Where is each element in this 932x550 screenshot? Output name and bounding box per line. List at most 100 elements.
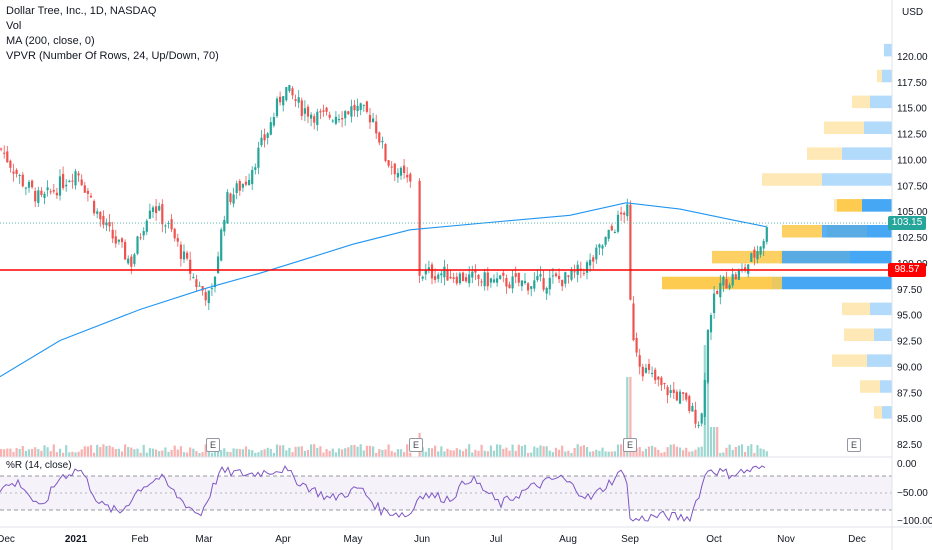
price-tick-label: 85.00 <box>897 414 922 425</box>
vpvr-value-area-down <box>712 250 782 264</box>
volume-bar <box>319 446 322 457</box>
candle-body <box>142 231 145 236</box>
earnings-marker[interactable]: E <box>206 438 220 452</box>
candle-body <box>598 244 601 248</box>
candle-body <box>657 376 660 380</box>
ref-price-tag: 98.57 <box>888 263 926 277</box>
volume-bar <box>567 450 570 457</box>
candle-body <box>344 111 347 119</box>
volume-bar <box>145 452 148 457</box>
candle-body <box>161 204 164 225</box>
volume-bar <box>77 451 80 457</box>
candle-body <box>213 276 217 288</box>
wr-axis: 0.00 −50.00 −100.00 <box>897 459 932 527</box>
candle-body <box>514 273 517 277</box>
time-tick-label: Jun <box>414 534 430 545</box>
candle-body <box>660 377 663 385</box>
volume-bar <box>399 449 403 457</box>
volume-bar <box>34 447 37 457</box>
volume-bar <box>337 448 341 457</box>
candle-body <box>474 270 477 273</box>
candle-body <box>607 229 610 239</box>
candle-body <box>105 222 108 226</box>
candle-body <box>716 290 719 294</box>
candle-body <box>685 393 688 400</box>
volume-bar <box>130 447 133 457</box>
volume-bar <box>55 452 58 457</box>
volume-bar <box>251 450 254 457</box>
volume-bar <box>192 448 195 457</box>
time-axis: Dec 2021 Feb Mar Apr May Jun Jul Aug Sep Oct Nov Dec <box>0 534 866 545</box>
vpvr-down-bar <box>844 328 874 341</box>
volume-bar <box>294 446 297 457</box>
candle-body <box>486 272 489 287</box>
candle-body <box>595 247 598 260</box>
candle-body <box>201 286 204 291</box>
indicator-label[interactable]: %R (14, close) <box>6 460 72 471</box>
earnings-marker[interactable]: E <box>623 438 637 452</box>
volume-bar <box>291 452 294 457</box>
volume-bar <box>368 445 372 457</box>
vpvr-down-bar <box>832 354 867 367</box>
volume-bar <box>158 451 161 457</box>
volume-bar <box>458 449 461 457</box>
volume-bar <box>378 449 381 457</box>
candle-body <box>551 275 554 277</box>
time-tick-label: Nov <box>777 534 795 545</box>
vpvr-value-area-down <box>662 276 782 290</box>
volume-bar <box>728 444 731 457</box>
volume-bar <box>756 445 759 457</box>
candle-body <box>542 278 545 290</box>
volume-bar <box>133 449 136 457</box>
legend-vpvr[interactable]: VPVR (Number Of Rows, 24, Up/Down, 70) <box>6 50 219 62</box>
volume-bar <box>198 452 201 457</box>
volume-bar <box>102 444 105 457</box>
candle-body <box>275 98 279 117</box>
volume-bar <box>331 448 334 457</box>
price-tick-label: 82.50 <box>897 440 922 451</box>
volume-bar <box>765 451 768 457</box>
volume-bar <box>27 449 31 457</box>
vpvr-value-area-down <box>837 199 862 212</box>
candle-body <box>365 101 368 112</box>
candle-body <box>520 280 523 287</box>
candle-body <box>762 241 765 249</box>
volume-bar <box>592 451 595 457</box>
candle-body <box>272 117 275 126</box>
earnings-marker[interactable]: E <box>409 438 423 452</box>
volume-bar <box>282 445 285 457</box>
volume-bar <box>31 448 34 457</box>
candle-body <box>77 173 80 176</box>
legend-vol[interactable]: Vol <box>6 20 22 32</box>
candle-body <box>449 276 452 279</box>
candle-body <box>248 179 251 186</box>
volume-bar <box>505 447 508 457</box>
price-axis: 120.00 117.50 115.00 112.50 110.00 107.50 105.… <box>897 52 928 451</box>
volume-bar <box>148 448 151 457</box>
candle-body <box>505 277 508 287</box>
time-tick-label: Feb <box>131 534 149 545</box>
vpvr-down-bar <box>824 121 864 134</box>
candle-body <box>179 244 182 259</box>
earnings-marker[interactable]: E <box>847 438 861 452</box>
volume-bar <box>601 447 604 457</box>
candle-body <box>427 267 430 270</box>
candle-body <box>164 225 167 227</box>
volume-bar <box>520 446 523 457</box>
candle-body <box>359 103 362 110</box>
volume-bar <box>396 449 399 457</box>
legend-ma[interactable]: MA (200, close, 0) <box>6 35 95 47</box>
price-tick-label: 112.50 <box>897 130 927 141</box>
candle-body <box>334 116 337 124</box>
candle-body <box>266 133 269 138</box>
candle-body <box>49 191 52 193</box>
candle-body <box>567 275 570 277</box>
volume-bar <box>229 452 232 457</box>
volume-bar <box>375 452 378 457</box>
candle-body <box>626 204 629 217</box>
volume-bar <box>576 444 579 457</box>
volume-bar <box>626 377 629 457</box>
candle-body <box>706 329 709 383</box>
volume-bar <box>341 449 344 457</box>
